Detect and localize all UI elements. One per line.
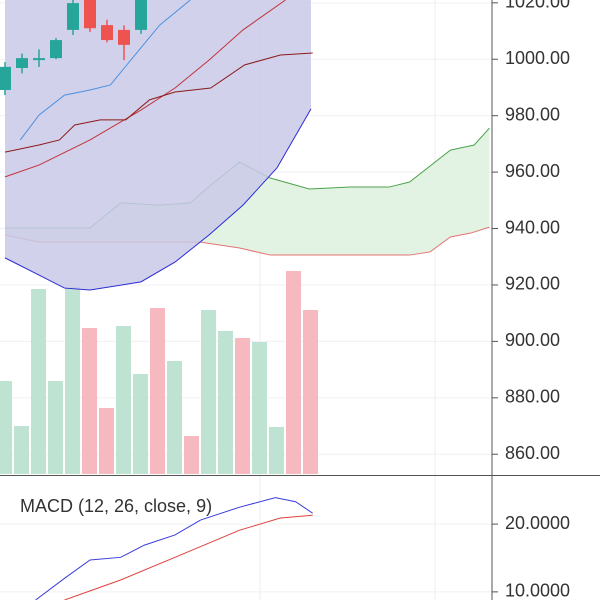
volume-bar [31, 289, 46, 474]
candle-body [135, 0, 147, 30]
y-tick-label: 940.00 [505, 217, 560, 237]
volume-bar [286, 271, 301, 474]
y-tick-label: 920.00 [505, 274, 560, 294]
macd-pane [35, 497, 313, 600]
y-tick-label: 1000.00 [505, 48, 570, 68]
volume-bar [133, 374, 148, 474]
candle-body [16, 58, 28, 68]
y-tick-label: 980.00 [505, 104, 560, 124]
y-tick-label: 880.00 [505, 387, 560, 407]
candle-body [67, 3, 79, 30]
volume-bar [99, 408, 114, 474]
volume-bar [184, 436, 199, 474]
y-tick-label: 860.00 [505, 443, 560, 463]
candle-body [50, 40, 62, 59]
volume-bar [0, 381, 12, 474]
price-pane [0, 0, 490, 474]
overlay-line [4, 0, 286, 178]
candle-body [101, 25, 113, 41]
candle-body [0, 66, 11, 91]
overlay-line [19, 0, 191, 141]
volume-bar [14, 426, 29, 474]
volume-bar [65, 287, 80, 474]
y-tick-label: 1020.00 [505, 0, 570, 12]
volume-bar [150, 308, 165, 474]
volume-bar [269, 427, 284, 474]
y-tick-label: 10.0000 [505, 581, 570, 600]
volume-bar [48, 381, 63, 474]
volume-bar [167, 361, 182, 474]
volume-bar [82, 328, 97, 474]
candle-body [84, 0, 96, 29]
macd-title: MACD (12, 26, close, 9) [20, 496, 212, 516]
macd-line [64, 514, 313, 600]
overlay-line [4, 52, 313, 153]
volume-bar [116, 326, 131, 474]
macd-line [35, 497, 313, 600]
candle-body [118, 29, 130, 45]
band-lower [4, 108, 312, 291]
volume-bar [235, 338, 250, 474]
volume-bar [201, 310, 216, 474]
volume-bar [303, 310, 318, 474]
candle-body [33, 58, 45, 61]
band-fill [5, 0, 311, 291]
volume-bar [252, 342, 267, 474]
y-tick-label: 900.00 [505, 330, 560, 350]
y-tick-label: 20.0000 [505, 513, 570, 533]
axes: 1020.00 1000.00 980.00 960.00 940.00 920.00 90… [492, 0, 570, 601]
y-tick-label: 960.00 [505, 161, 560, 181]
volume-bar [218, 331, 233, 474]
